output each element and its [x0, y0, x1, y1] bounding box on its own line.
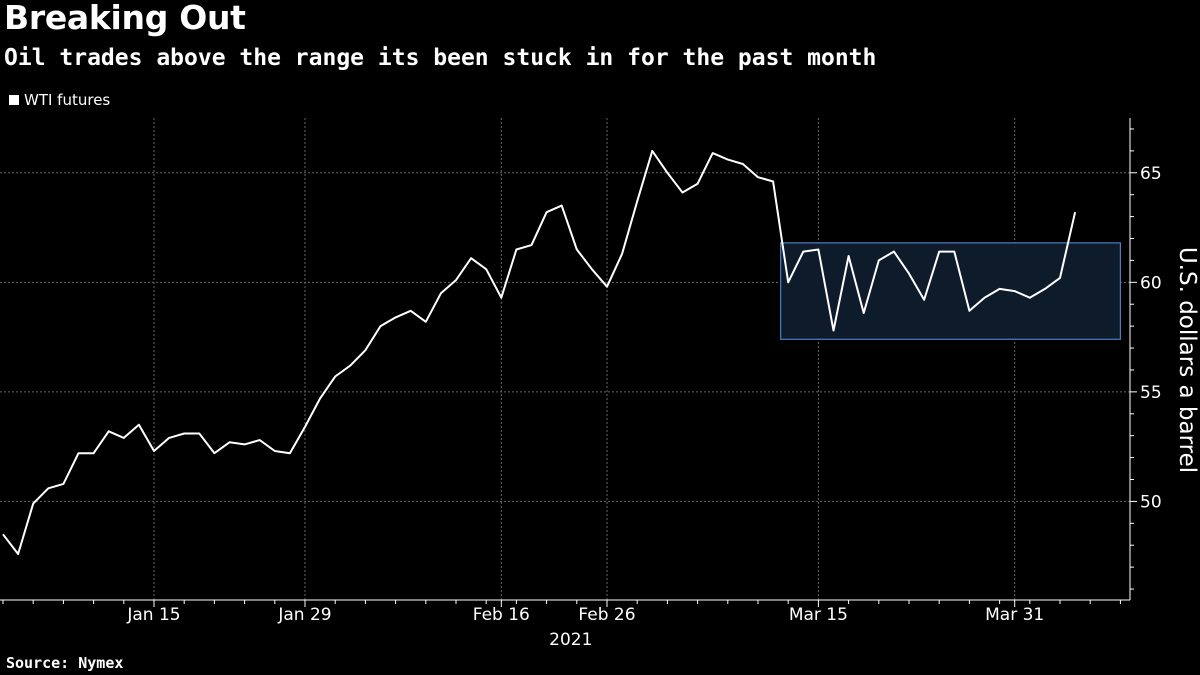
x-tick-label: Feb 26 — [578, 605, 635, 625]
y-axis-label: U.S. dollars a barrel — [1174, 247, 1200, 473]
legend-swatch — [9, 95, 19, 105]
legend: WTI futures — [9, 91, 110, 109]
x-tick-label: Jan 29 — [277, 605, 331, 625]
source-note: Source: Nymex — [6, 654, 124, 672]
y-tick-label: 55 — [1140, 383, 1162, 403]
x-tick-label: Mar 15 — [789, 605, 848, 625]
y-tick-label: 65 — [1140, 164, 1162, 184]
y-tick-label: 50 — [1140, 492, 1162, 512]
legend-label: WTI futures — [24, 91, 111, 109]
series-line-wti-futures — [2, 149, 1077, 555]
y-tick-label: 60 — [1140, 273, 1162, 293]
x-year-label: 2021 — [549, 630, 592, 650]
x-tick-label: Jan 15 — [126, 605, 180, 625]
chart-subtitle: Oil trades above the range its been stuc… — [4, 45, 877, 71]
chart-title: Breaking Out — [4, 0, 246, 37]
x-tick-label: Feb 16 — [473, 605, 530, 625]
x-tick-label: Mar 31 — [985, 605, 1044, 625]
